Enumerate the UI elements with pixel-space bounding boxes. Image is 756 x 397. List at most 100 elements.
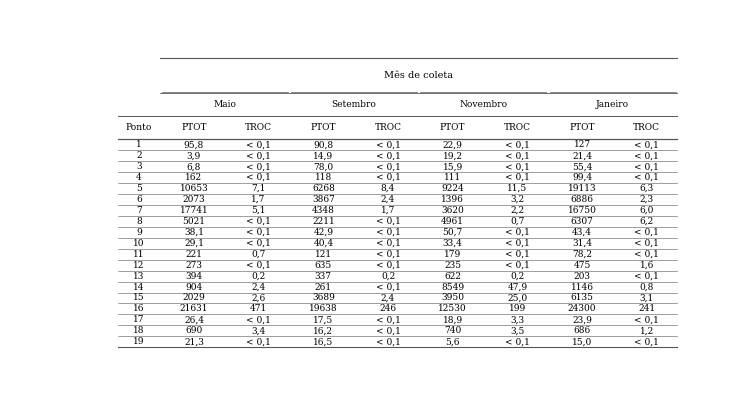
Text: < 0,1: < 0,1 <box>376 140 401 149</box>
Text: 6268: 6268 <box>312 184 335 193</box>
Text: 23,9: 23,9 <box>572 315 592 324</box>
Text: < 0,1: < 0,1 <box>634 162 659 171</box>
Text: < 0,1: < 0,1 <box>505 337 530 346</box>
Text: < 0,1: < 0,1 <box>246 261 271 270</box>
Text: 4: 4 <box>136 173 142 182</box>
Text: < 0,1: < 0,1 <box>246 140 271 149</box>
Text: 55,4: 55,4 <box>572 162 592 171</box>
Text: 0,8: 0,8 <box>640 283 654 291</box>
Text: 3867: 3867 <box>312 195 335 204</box>
Text: 690: 690 <box>185 326 203 335</box>
Text: < 0,1: < 0,1 <box>634 173 659 182</box>
Text: 16750: 16750 <box>568 206 596 215</box>
Text: Mês de coleta: Mês de coleta <box>384 71 454 81</box>
Text: Setembro: Setembro <box>332 100 376 110</box>
Text: Maio: Maio <box>213 100 236 110</box>
Text: 16,5: 16,5 <box>313 337 333 346</box>
Text: < 0,1: < 0,1 <box>505 261 530 270</box>
Text: 22,9: 22,9 <box>443 140 463 149</box>
Text: < 0,1: < 0,1 <box>376 283 401 291</box>
Text: 0,2: 0,2 <box>381 272 395 281</box>
Text: 15,9: 15,9 <box>442 162 463 171</box>
Text: 475: 475 <box>573 261 590 270</box>
Text: 394: 394 <box>185 272 203 281</box>
Text: 5,1: 5,1 <box>252 206 266 215</box>
Text: 8,4: 8,4 <box>381 184 395 193</box>
Text: 15: 15 <box>133 293 144 303</box>
Text: < 0,1: < 0,1 <box>634 315 659 324</box>
Text: 78,2: 78,2 <box>572 250 592 259</box>
Text: 24300: 24300 <box>568 304 596 313</box>
Text: 635: 635 <box>314 261 332 270</box>
Text: 3,5: 3,5 <box>510 326 525 335</box>
Text: 31,4: 31,4 <box>572 239 592 248</box>
Text: 241: 241 <box>638 304 655 313</box>
Text: PTOT: PTOT <box>311 123 336 132</box>
Text: 17741: 17741 <box>180 206 209 215</box>
Text: 9: 9 <box>136 228 142 237</box>
Text: TROC: TROC <box>503 123 531 132</box>
Text: 95,8: 95,8 <box>184 140 204 149</box>
Text: 21631: 21631 <box>180 304 208 313</box>
Text: 2,4: 2,4 <box>381 293 395 303</box>
Text: 4348: 4348 <box>312 206 335 215</box>
Text: 2: 2 <box>136 151 142 160</box>
Text: 2211: 2211 <box>312 217 335 226</box>
Text: 40,4: 40,4 <box>313 239 333 248</box>
Text: 16,2: 16,2 <box>313 326 333 335</box>
Text: 14,9: 14,9 <box>313 151 333 160</box>
Text: < 0,1: < 0,1 <box>376 173 401 182</box>
Text: < 0,1: < 0,1 <box>246 151 271 160</box>
Text: 1: 1 <box>136 140 142 149</box>
Text: < 0,1: < 0,1 <box>505 173 530 182</box>
Text: 7,1: 7,1 <box>252 184 266 193</box>
Text: 2029: 2029 <box>182 293 206 303</box>
Text: 904: 904 <box>185 283 203 291</box>
Text: 99,4: 99,4 <box>572 173 592 182</box>
Text: < 0,1: < 0,1 <box>246 217 271 226</box>
Text: < 0,1: < 0,1 <box>505 151 530 160</box>
Text: < 0,1: < 0,1 <box>376 250 401 259</box>
Text: 15,0: 15,0 <box>572 337 592 346</box>
Text: 5,6: 5,6 <box>445 337 460 346</box>
Text: < 0,1: < 0,1 <box>246 239 271 248</box>
Text: 0,2: 0,2 <box>252 272 266 281</box>
Text: < 0,1: < 0,1 <box>376 326 401 335</box>
Text: 8: 8 <box>136 217 142 226</box>
Text: < 0,1: < 0,1 <box>634 140 659 149</box>
Text: 50,7: 50,7 <box>442 228 463 237</box>
Text: 1,2: 1,2 <box>640 326 654 335</box>
Text: < 0,1: < 0,1 <box>376 239 401 248</box>
Text: 3950: 3950 <box>442 293 464 303</box>
Text: < 0,1: < 0,1 <box>376 217 401 226</box>
Text: 9224: 9224 <box>442 184 464 193</box>
Text: Janeiro: Janeiro <box>596 100 629 110</box>
Text: 2,6: 2,6 <box>252 293 266 303</box>
Text: 17: 17 <box>133 315 144 324</box>
Text: 5021: 5021 <box>182 217 206 226</box>
Text: < 0,1: < 0,1 <box>246 228 271 237</box>
Text: 121: 121 <box>314 250 332 259</box>
Text: Novembro: Novembro <box>460 100 507 110</box>
Text: 6,3: 6,3 <box>640 184 654 193</box>
Text: 21,4: 21,4 <box>572 151 592 160</box>
Text: < 0,1: < 0,1 <box>505 162 530 171</box>
Text: TROC: TROC <box>374 123 401 132</box>
Text: TROC: TROC <box>634 123 660 132</box>
Text: 12: 12 <box>133 261 144 270</box>
Text: 740: 740 <box>444 326 461 335</box>
Text: 14: 14 <box>133 283 144 291</box>
Text: 42,9: 42,9 <box>313 228 333 237</box>
Text: 4961: 4961 <box>442 217 464 226</box>
Text: < 0,1: < 0,1 <box>634 151 659 160</box>
Text: 199: 199 <box>509 304 526 313</box>
Text: 3689: 3689 <box>312 293 335 303</box>
Text: 5: 5 <box>136 184 142 193</box>
Text: 6,0: 6,0 <box>640 206 654 215</box>
Text: 6135: 6135 <box>571 293 593 303</box>
Text: 3,9: 3,9 <box>187 151 201 160</box>
Text: 3,1: 3,1 <box>640 293 654 303</box>
Text: TROC: TROC <box>245 123 272 132</box>
Text: < 0,1: < 0,1 <box>376 228 401 237</box>
Text: 10653: 10653 <box>180 184 209 193</box>
